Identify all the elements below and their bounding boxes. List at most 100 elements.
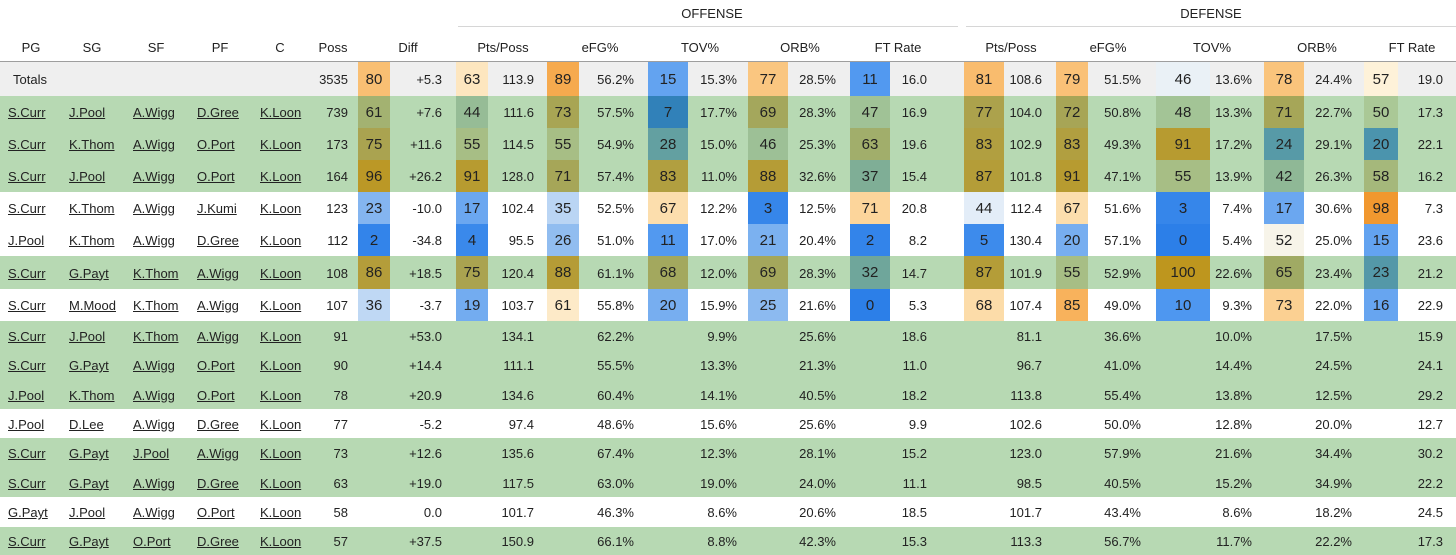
player-link-sf[interactable]: A.Wigg — [133, 169, 175, 184]
player-link-sf[interactable]: A.Wigg — [133, 201, 175, 216]
table-row[interactable]: S.Curr G.Payt A.Wigg O.Port K.Loon 90 +14.4 111… — [0, 350, 1456, 380]
column-header-off-tov[interactable]: TOV% — [680, 40, 720, 55]
player-link-sf[interactable]: K.Thom — [133, 298, 179, 313]
player-link-c[interactable]: K.Loon — [260, 534, 302, 549]
player-link-sf[interactable]: J.Pool — [133, 446, 170, 461]
player-link-pf[interactable]: D.Gree — [197, 416, 239, 432]
totals-row[interactable]: Totals 3535 80 +5.3 63 113.9 89 56.2% 15 15.3% 77 2… — [0, 62, 1456, 96]
player-link-pg[interactable]: S.Curr — [8, 475, 46, 491]
player-link-pf[interactable]: O.Port — [197, 358, 235, 373]
player-link-pf[interactable]: O.Port — [197, 169, 235, 184]
table-row[interactable]: S.Curr G.Payt J.Pool A.Wigg K.Loon 73 +12.6 135… — [0, 438, 1456, 468]
player-link-pg[interactable]: J.Pool — [8, 233, 45, 248]
player-link-sf[interactable]: A.Wigg — [133, 416, 175, 432]
player-link-pg[interactable]: S.Curr — [8, 534, 46, 549]
player-link-sg[interactable]: J.Pool — [69, 328, 106, 344]
column-header-def-orb[interactable]: ORB% — [1297, 40, 1337, 55]
player-link-sf[interactable]: A.Wigg — [133, 505, 175, 520]
player-link-sf[interactable]: O.Port — [133, 534, 171, 549]
player-link-pf[interactable]: O.Port — [197, 387, 235, 403]
player-link-pg[interactable]: S.Curr — [8, 358, 46, 373]
player-link-pg[interactable]: G.Payt — [8, 505, 48, 520]
table-row[interactable]: S.Curr M.Mood K.Thom A.Wigg K.Loon 107 36 -3.7 1… — [0, 289, 1456, 321]
player-link-sf[interactable]: A.Wigg — [133, 105, 175, 120]
player-link-c[interactable]: K.Loon — [260, 475, 302, 491]
player-link-sg[interactable]: M.Mood — [69, 298, 116, 313]
column-header-off-ft-rate[interactable]: FT Rate — [874, 40, 922, 55]
player-link-sg[interactable]: G.Payt — [69, 446, 109, 461]
column-header-pg[interactable]: PG — [21, 40, 41, 55]
player-link-sg[interactable]: J.Pool — [69, 169, 106, 184]
player-link-pf[interactable]: A.Wigg — [197, 298, 239, 313]
player-link-c[interactable]: K.Loon — [260, 328, 302, 344]
table-row[interactable]: S.Curr K.Thom A.Wigg O.Port K.Loon 173 75 +11.6… — [0, 128, 1456, 160]
column-header-off-orb[interactable]: ORB% — [780, 40, 820, 55]
player-link-sf[interactable]: A.Wigg — [133, 475, 175, 491]
column-header-sg[interactable]: SG — [82, 40, 102, 55]
player-link-sg[interactable]: J.Pool — [69, 105, 106, 120]
player-link-c[interactable]: K.Loon — [260, 265, 302, 281]
player-link-sg[interactable]: G.Payt — [69, 534, 109, 549]
player-link-sf[interactable]: A.Wigg — [133, 137, 175, 152]
player-link-pf[interactable]: D.Gree — [197, 475, 239, 491]
table-row[interactable]: J.Pool K.Thom A.Wigg D.Gree K.Loon 112 2 -34.8 4… — [0, 224, 1456, 256]
table-row[interactable]: S.Curr G.Payt K.Thom A.Wigg K.Loon 108 86 +18.5… — [0, 256, 1456, 289]
player-link-pg[interactable]: S.Curr — [8, 201, 46, 216]
player-link-c[interactable]: K.Loon — [260, 105, 302, 120]
player-link-pf[interactable]: J.Kumi — [197, 201, 237, 216]
player-link-c[interactable]: K.Loon — [260, 298, 302, 313]
player-link-sg[interactable]: G.Payt — [69, 475, 109, 491]
player-link-c[interactable]: K.Loon — [260, 169, 302, 184]
player-link-pg[interactable]: J.Pool — [8, 416, 45, 432]
column-header-def-tov[interactable]: TOV% — [1192, 40, 1232, 55]
player-link-c[interactable]: K.Loon — [260, 358, 302, 373]
player-link-sf[interactable]: A.Wigg — [133, 233, 175, 248]
player-link-pg[interactable]: S.Curr — [8, 137, 46, 152]
player-link-pg[interactable]: S.Curr — [8, 446, 46, 461]
column-header-pf[interactable]: PF — [211, 40, 229, 55]
player-link-pf[interactable]: D.Gree — [197, 534, 239, 549]
column-header-poss[interactable]: Poss — [318, 40, 348, 55]
player-link-pg[interactable]: S.Curr — [8, 105, 46, 120]
player-link-sf[interactable]: K.Thom — [133, 265, 179, 281]
player-link-pg[interactable]: S.Curr — [8, 298, 46, 313]
column-header-def-ft-rate[interactable]: FT Rate — [1388, 40, 1436, 55]
column-header-c[interactable]: C — [275, 40, 285, 55]
player-link-pf[interactable]: A.Wigg — [197, 446, 239, 461]
player-link-c[interactable]: K.Loon — [260, 201, 302, 216]
column-header-sf[interactable]: SF — [147, 40, 165, 55]
player-link-sg[interactable]: D.Lee — [69, 416, 104, 432]
player-link-sf[interactable]: K.Thom — [133, 328, 179, 344]
table-row[interactable]: S.Curr J.Pool A.Wigg D.Gree K.Loon 739 61 +7.6 4… — [0, 96, 1456, 128]
table-row[interactable]: S.Curr G.Payt O.Port D.Gree K.Loon 57 +37.5 150… — [0, 527, 1456, 555]
player-link-sg[interactable]: J.Pool — [69, 505, 106, 520]
player-link-c[interactable]: K.Loon — [260, 446, 302, 461]
player-link-sg[interactable]: G.Payt — [69, 358, 109, 373]
column-header-off-efg[interactable]: eFG% — [581, 40, 619, 55]
player-link-c[interactable]: K.Loon — [260, 137, 302, 152]
table-row[interactable]: S.Curr G.Payt A.Wigg D.Gree K.Loon 63 +19.0 117… — [0, 468, 1456, 497]
player-link-pg[interactable]: S.Curr — [8, 169, 46, 184]
column-header-diff[interactable]: Diff — [398, 40, 418, 55]
column-header-def-pts-poss[interactable]: Pts/Poss — [985, 40, 1037, 55]
player-link-c[interactable]: K.Loon — [260, 233, 302, 248]
player-link-sf[interactable]: A.Wigg — [133, 358, 175, 373]
player-link-sg[interactable]: K.Thom — [69, 137, 115, 152]
player-link-pf[interactable]: D.Gree — [197, 233, 239, 248]
player-link-pg[interactable]: S.Curr — [8, 265, 46, 281]
player-link-pf[interactable]: D.Gree — [197, 105, 239, 120]
table-row[interactable]: S.Curr K.Thom A.Wigg J.Kumi K.Loon 123 23 -10.0… — [0, 192, 1456, 224]
player-link-sg[interactable]: K.Thom — [69, 201, 115, 216]
player-link-pg[interactable]: J.Pool — [8, 387, 45, 403]
player-link-pg[interactable]: S.Curr — [8, 328, 46, 344]
player-link-sg[interactable]: K.Thom — [69, 387, 115, 403]
player-link-c[interactable]: K.Loon — [260, 416, 302, 432]
player-link-pf[interactable]: A.Wigg — [197, 328, 239, 344]
table-row[interactable]: J.Pool D.Lee A.Wigg D.Gree K.Loon 77 -5.2 97.4 4… — [0, 409, 1456, 438]
table-row[interactable]: J.Pool K.Thom A.Wigg O.Port K.Loon 78 +20.9 134… — [0, 380, 1456, 409]
player-link-c[interactable]: K.Loon — [260, 387, 302, 403]
table-row[interactable]: S.Curr J.Pool K.Thom A.Wigg K.Loon 91 +53.0 134… — [0, 321, 1456, 350]
player-link-sg[interactable]: G.Payt — [69, 265, 109, 281]
player-link-pf[interactable]: O.Port — [197, 505, 235, 520]
column-header-off-pts-poss[interactable]: Pts/Poss — [477, 40, 529, 55]
